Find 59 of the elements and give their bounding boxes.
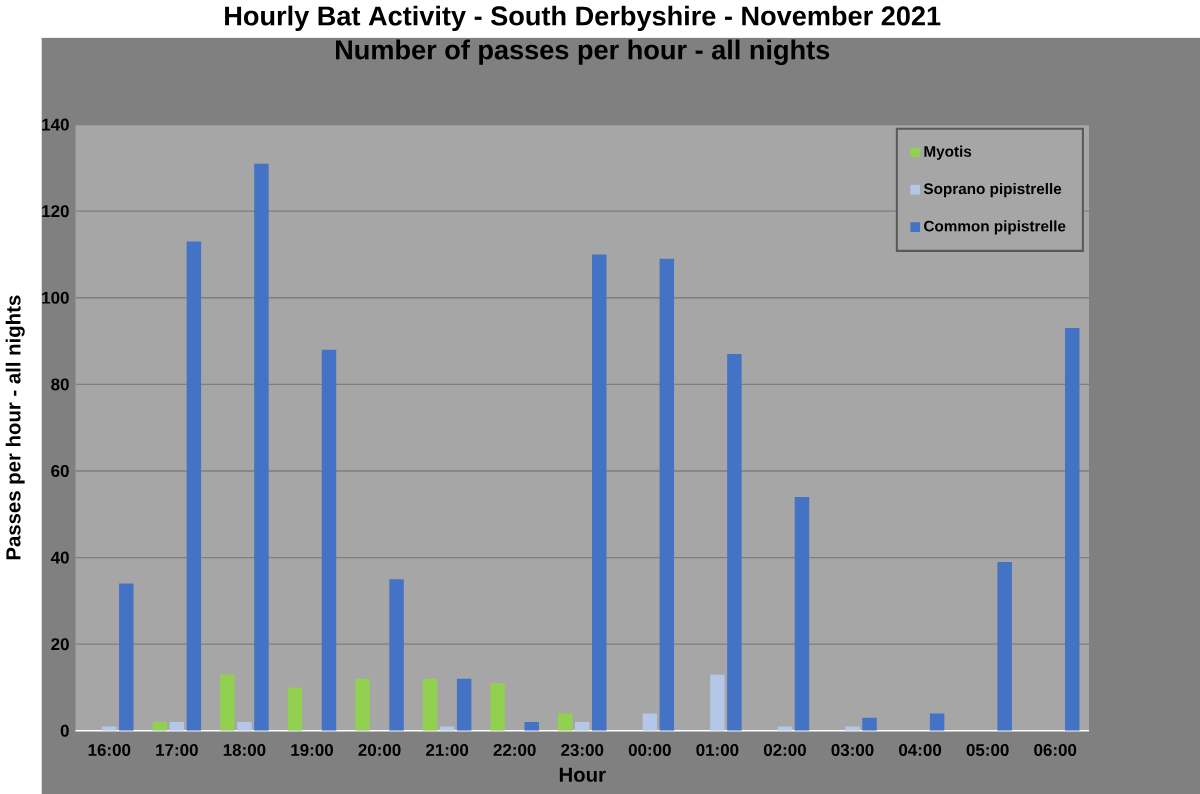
chart-subtitle: Number of passes per hour - all nights [335, 39, 830, 65]
x-tick-label: 01:00 [696, 743, 739, 756]
bar [287, 687, 303, 731]
chart-title: Hourly Bat Activity - South Derbyshire - November 2021 [225, 5, 941, 31]
bar [997, 561, 1012, 731]
bar [727, 353, 742, 731]
x-tick-label: 04:00 [899, 743, 942, 756]
y-tick-label: 120 [42, 204, 69, 217]
bar [119, 583, 134, 731]
bar [456, 678, 472, 731]
y-tick-label: 0 [60, 724, 69, 737]
x-tick-label: 19:00 [291, 743, 333, 756]
bar [862, 717, 877, 731]
y-tick-label: 20 [51, 637, 69, 650]
bar [929, 713, 945, 731]
x-tick-label: 22:00 [493, 743, 536, 756]
bar [642, 713, 658, 731]
legend-label: Common pipistrelle [924, 220, 1066, 235]
bar [220, 674, 235, 731]
bar [102, 726, 117, 731]
x-tick-label: 17:00 [156, 743, 198, 756]
bar [152, 721, 168, 731]
x-tick-label: 02:00 [763, 743, 806, 756]
y-tick-label: 140 [42, 118, 69, 131]
bar [254, 163, 269, 731]
bar [422, 678, 438, 731]
x-tick-label: 06:00 [1034, 743, 1077, 756]
bar [321, 349, 337, 731]
y-tick-label: 40 [50, 551, 69, 564]
legend-label: Soprano pipistrelle [923, 182, 1062, 197]
x-tick-label: 00:00 [628, 743, 671, 756]
x-tick-label: 21:00 [426, 743, 469, 756]
x-tick-label: 20:00 [358, 743, 401, 756]
bar [592, 254, 607, 731]
x-tick-label: 16:00 [88, 743, 131, 756]
y-tick-label: 80 [51, 378, 69, 391]
bar [490, 682, 505, 731]
y-axis-title: Passes per hour - all nights [5, 295, 25, 559]
bar [794, 496, 810, 731]
bar [659, 258, 675, 731]
bar [169, 721, 185, 731]
x-tick-label: 23:00 [561, 743, 604, 756]
bar [845, 726, 860, 731]
x-tick-label: 05:00 [966, 743, 1009, 756]
bar [575, 721, 590, 731]
bar [237, 721, 252, 731]
bar [710, 674, 725, 731]
bar [389, 578, 404, 731]
legend-label: Myotis [924, 145, 972, 160]
bar [186, 241, 202, 731]
bar [355, 678, 370, 731]
bar [1065, 327, 1080, 731]
x-tick-label: 18:00 [223, 743, 266, 756]
y-tick-label: 100 [42, 291, 69, 304]
y-tick-label: 60 [51, 464, 69, 477]
bar [557, 713, 573, 731]
x-axis-title: Hour [559, 767, 606, 782]
x-tick-label: 03:00 [831, 743, 874, 756]
bar [524, 721, 539, 731]
